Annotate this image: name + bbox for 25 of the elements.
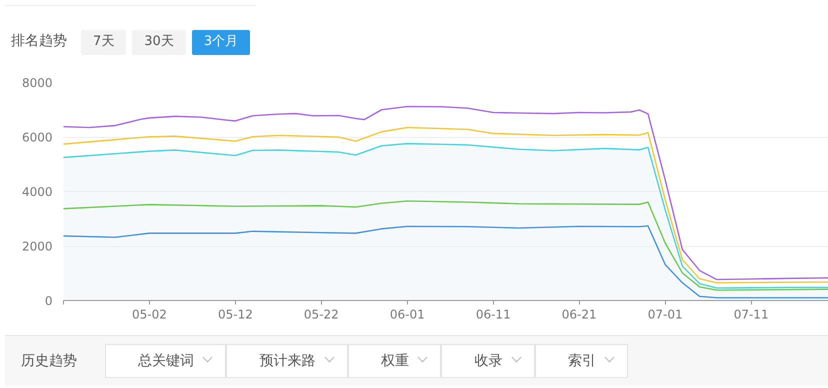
y-tick-label: 4000 xyxy=(22,185,53,199)
text: 7天 xyxy=(81,30,126,55)
x-tick-label: 07-01 xyxy=(648,308,683,322)
x-tick-label: 07-11 xyxy=(734,308,769,322)
x-tick-label: 06-21 xyxy=(562,308,597,322)
x-tick-label: 06-11 xyxy=(476,308,511,322)
line-series xyxy=(64,200,828,291)
text: 权重 xyxy=(348,344,442,378)
chart-title: 排名趋势 xyxy=(11,33,67,49)
y-tick-label: 0 xyxy=(44,294,53,308)
text: 索引 xyxy=(534,344,628,378)
x-tick-label: 05-22 xyxy=(304,308,339,322)
text: 收录 xyxy=(441,344,535,378)
y-tick-label: 6000 xyxy=(22,130,53,144)
y-tick-label: 8000 xyxy=(22,76,53,90)
text: 预计来路 xyxy=(226,344,348,378)
text: 30天 xyxy=(132,30,186,55)
text: 3个月 xyxy=(192,30,250,55)
line-series xyxy=(64,225,828,298)
x-tick-label: 05-02 xyxy=(132,308,167,322)
text: 总关键词 xyxy=(105,344,226,378)
y-tick-label: 2000 xyxy=(22,240,53,254)
x-tick-label: 06-01 xyxy=(390,308,425,322)
x-tick-label: 05-12 xyxy=(218,308,253,322)
text: 历史趋势 xyxy=(21,353,77,369)
